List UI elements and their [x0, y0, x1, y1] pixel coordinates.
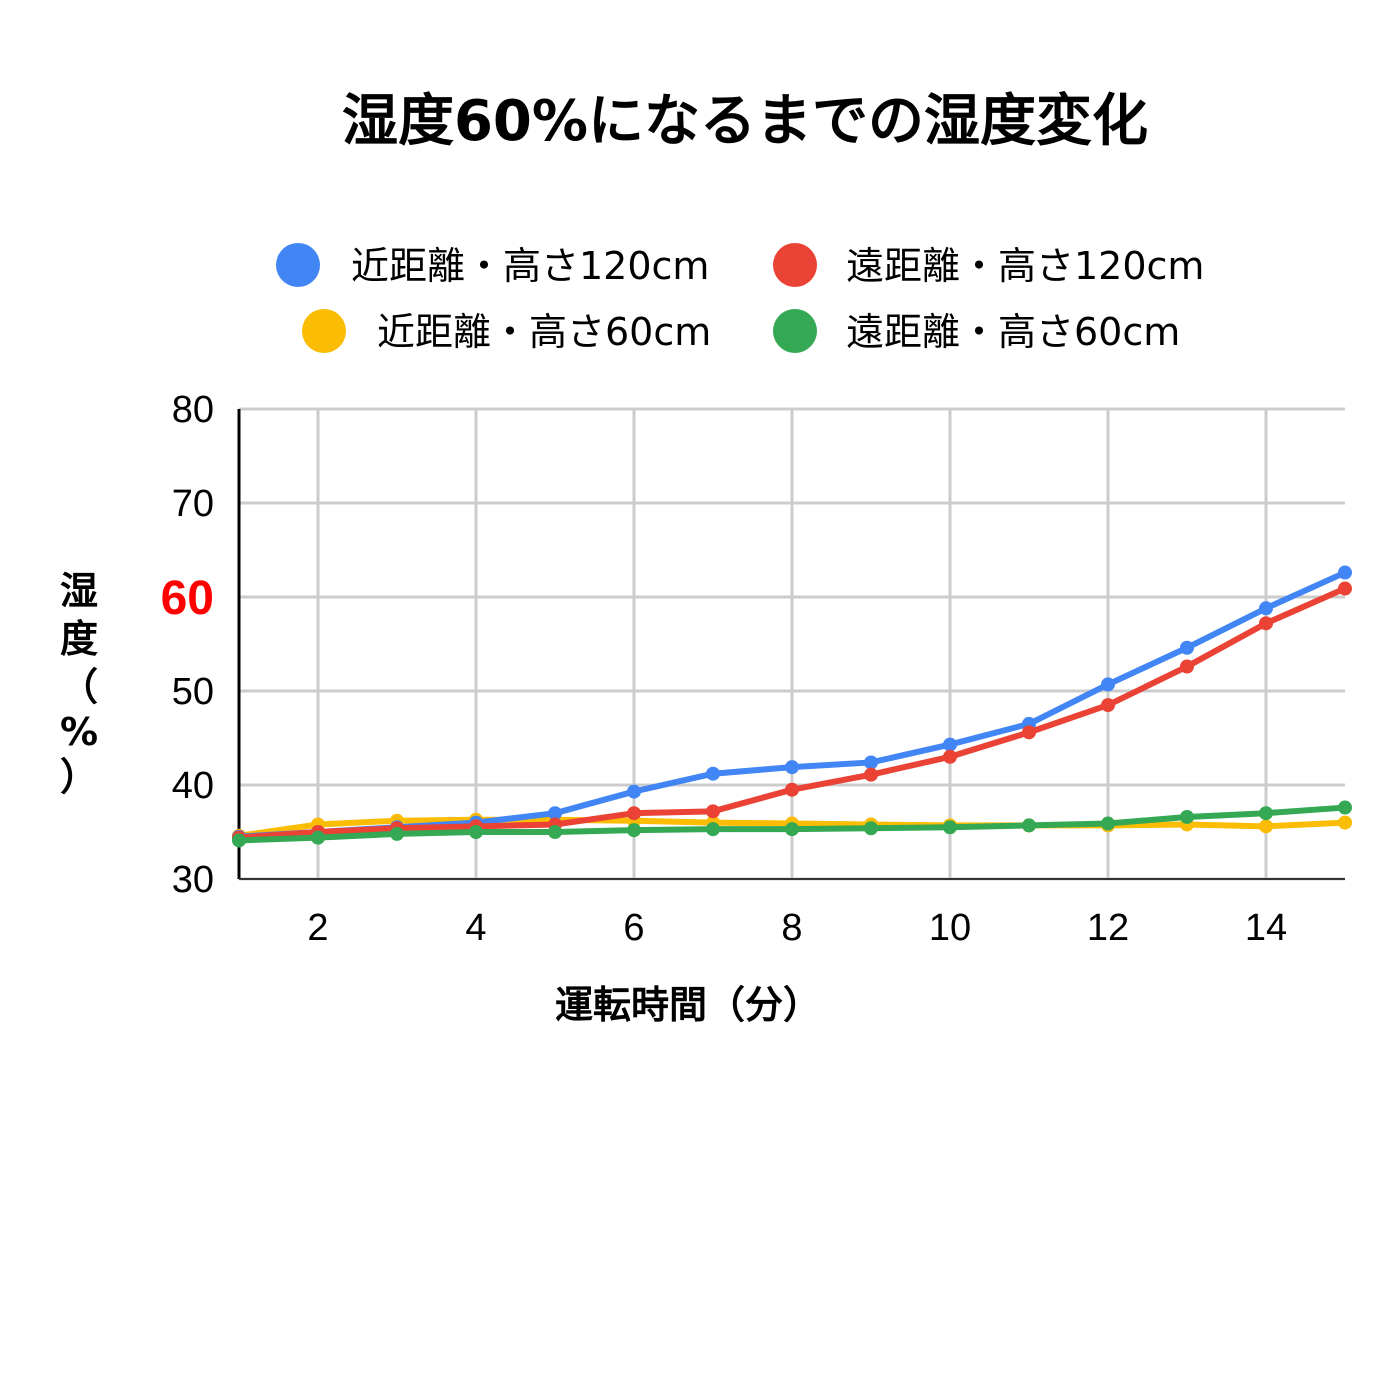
axes — [237, 409, 1345, 880]
chart-title: 湿度60%になるまでの湿度変化 — [342, 89, 1148, 154]
data-point — [1259, 616, 1273, 631]
data-point — [706, 766, 720, 781]
data-point — [1101, 816, 1115, 831]
y-axis-label-char: ） — [60, 755, 98, 799]
legend-item: 近距離・高さ60cm — [302, 309, 711, 354]
data-point — [548, 825, 562, 839]
data-point — [785, 760, 799, 775]
data-point — [390, 826, 404, 841]
data-point — [1259, 601, 1273, 616]
data-point — [1180, 809, 1194, 824]
x-tick-label: 12 — [1087, 907, 1129, 949]
x-tick-label: 2 — [307, 907, 328, 949]
x-tick-label: 6 — [623, 907, 644, 949]
data-point — [1022, 725, 1036, 740]
data-point — [1101, 677, 1115, 692]
data-point — [1101, 698, 1115, 713]
data-point — [627, 806, 641, 821]
y-axis-label-char: 湿 — [60, 569, 98, 613]
data-point — [1180, 640, 1194, 655]
y-tick-label: 50 — [172, 671, 214, 713]
y-tick-label: 80 — [172, 389, 214, 431]
y-tick-label: 40 — [172, 765, 214, 807]
y-tick-highlight-60: 60 — [161, 572, 214, 625]
y-tick-label: 30 — [172, 859, 214, 901]
data-point — [469, 825, 483, 839]
data-point — [785, 822, 799, 837]
data-point — [1338, 815, 1352, 830]
y-axis-label-char: 度 — [60, 617, 98, 661]
data-point — [1180, 659, 1194, 674]
legend-label: 近距離・高さ120cm — [351, 244, 709, 288]
legend-marker — [773, 243, 817, 287]
x-axis-label: 運転時間（分） — [555, 983, 821, 1027]
legend-item: 遠距離・高さ60cm — [773, 309, 1180, 354]
data-point — [627, 784, 641, 799]
grid-lines — [239, 407, 1345, 881]
data-point — [864, 755, 878, 770]
data-point — [785, 782, 799, 797]
legend: 近距離・高さ120cm 遠距離・高さ120cm 近距離・高さ60cm 遠距離・高さ60… — [276, 243, 1204, 354]
legend-item: 遠距離・高さ120cm — [773, 243, 1204, 288]
data-point — [706, 804, 720, 819]
data-point — [943, 737, 957, 752]
data-point — [864, 821, 878, 836]
series-group — [232, 800, 1352, 848]
legend-label: 遠距離・高さ120cm — [846, 244, 1204, 288]
y-axis-label-char: % — [60, 710, 98, 754]
data-point — [548, 806, 562, 821]
data-point — [1338, 800, 1352, 815]
y-axis-label-char: （ — [60, 665, 98, 709]
legend-marker — [302, 309, 346, 353]
legend-item: 近距離・高さ120cm — [276, 243, 709, 288]
data-point — [943, 820, 957, 835]
x-tick-label: 4 — [465, 907, 486, 949]
data-point — [627, 823, 641, 838]
x-tick-label: 8 — [781, 907, 802, 949]
legend-marker — [773, 309, 817, 353]
y-axis-label: 湿度（%） — [60, 569, 98, 799]
data-point — [1338, 581, 1352, 596]
data-point — [1338, 565, 1352, 580]
x-tick-label: 10 — [929, 907, 971, 949]
data-point — [943, 749, 957, 764]
data-point — [232, 833, 246, 848]
data-point — [1259, 806, 1273, 821]
y-tick-label: 70 — [172, 483, 214, 525]
data-point — [1259, 819, 1273, 834]
legend-label: 近距離・高さ60cm — [377, 310, 711, 354]
x-tick-labels: 2 4 6 8 10 12 14 — [307, 907, 1287, 949]
data-point — [1022, 818, 1036, 833]
y-tick-labels: 30 40 50 70 80 — [172, 389, 214, 901]
series-lines — [232, 565, 1352, 848]
legend-marker — [276, 243, 320, 287]
data-point — [311, 830, 325, 845]
legend-label: 遠距離・高さ60cm — [846, 310, 1180, 354]
x-tick-label: 14 — [1245, 907, 1287, 949]
data-point — [864, 767, 878, 782]
data-point — [706, 822, 720, 837]
